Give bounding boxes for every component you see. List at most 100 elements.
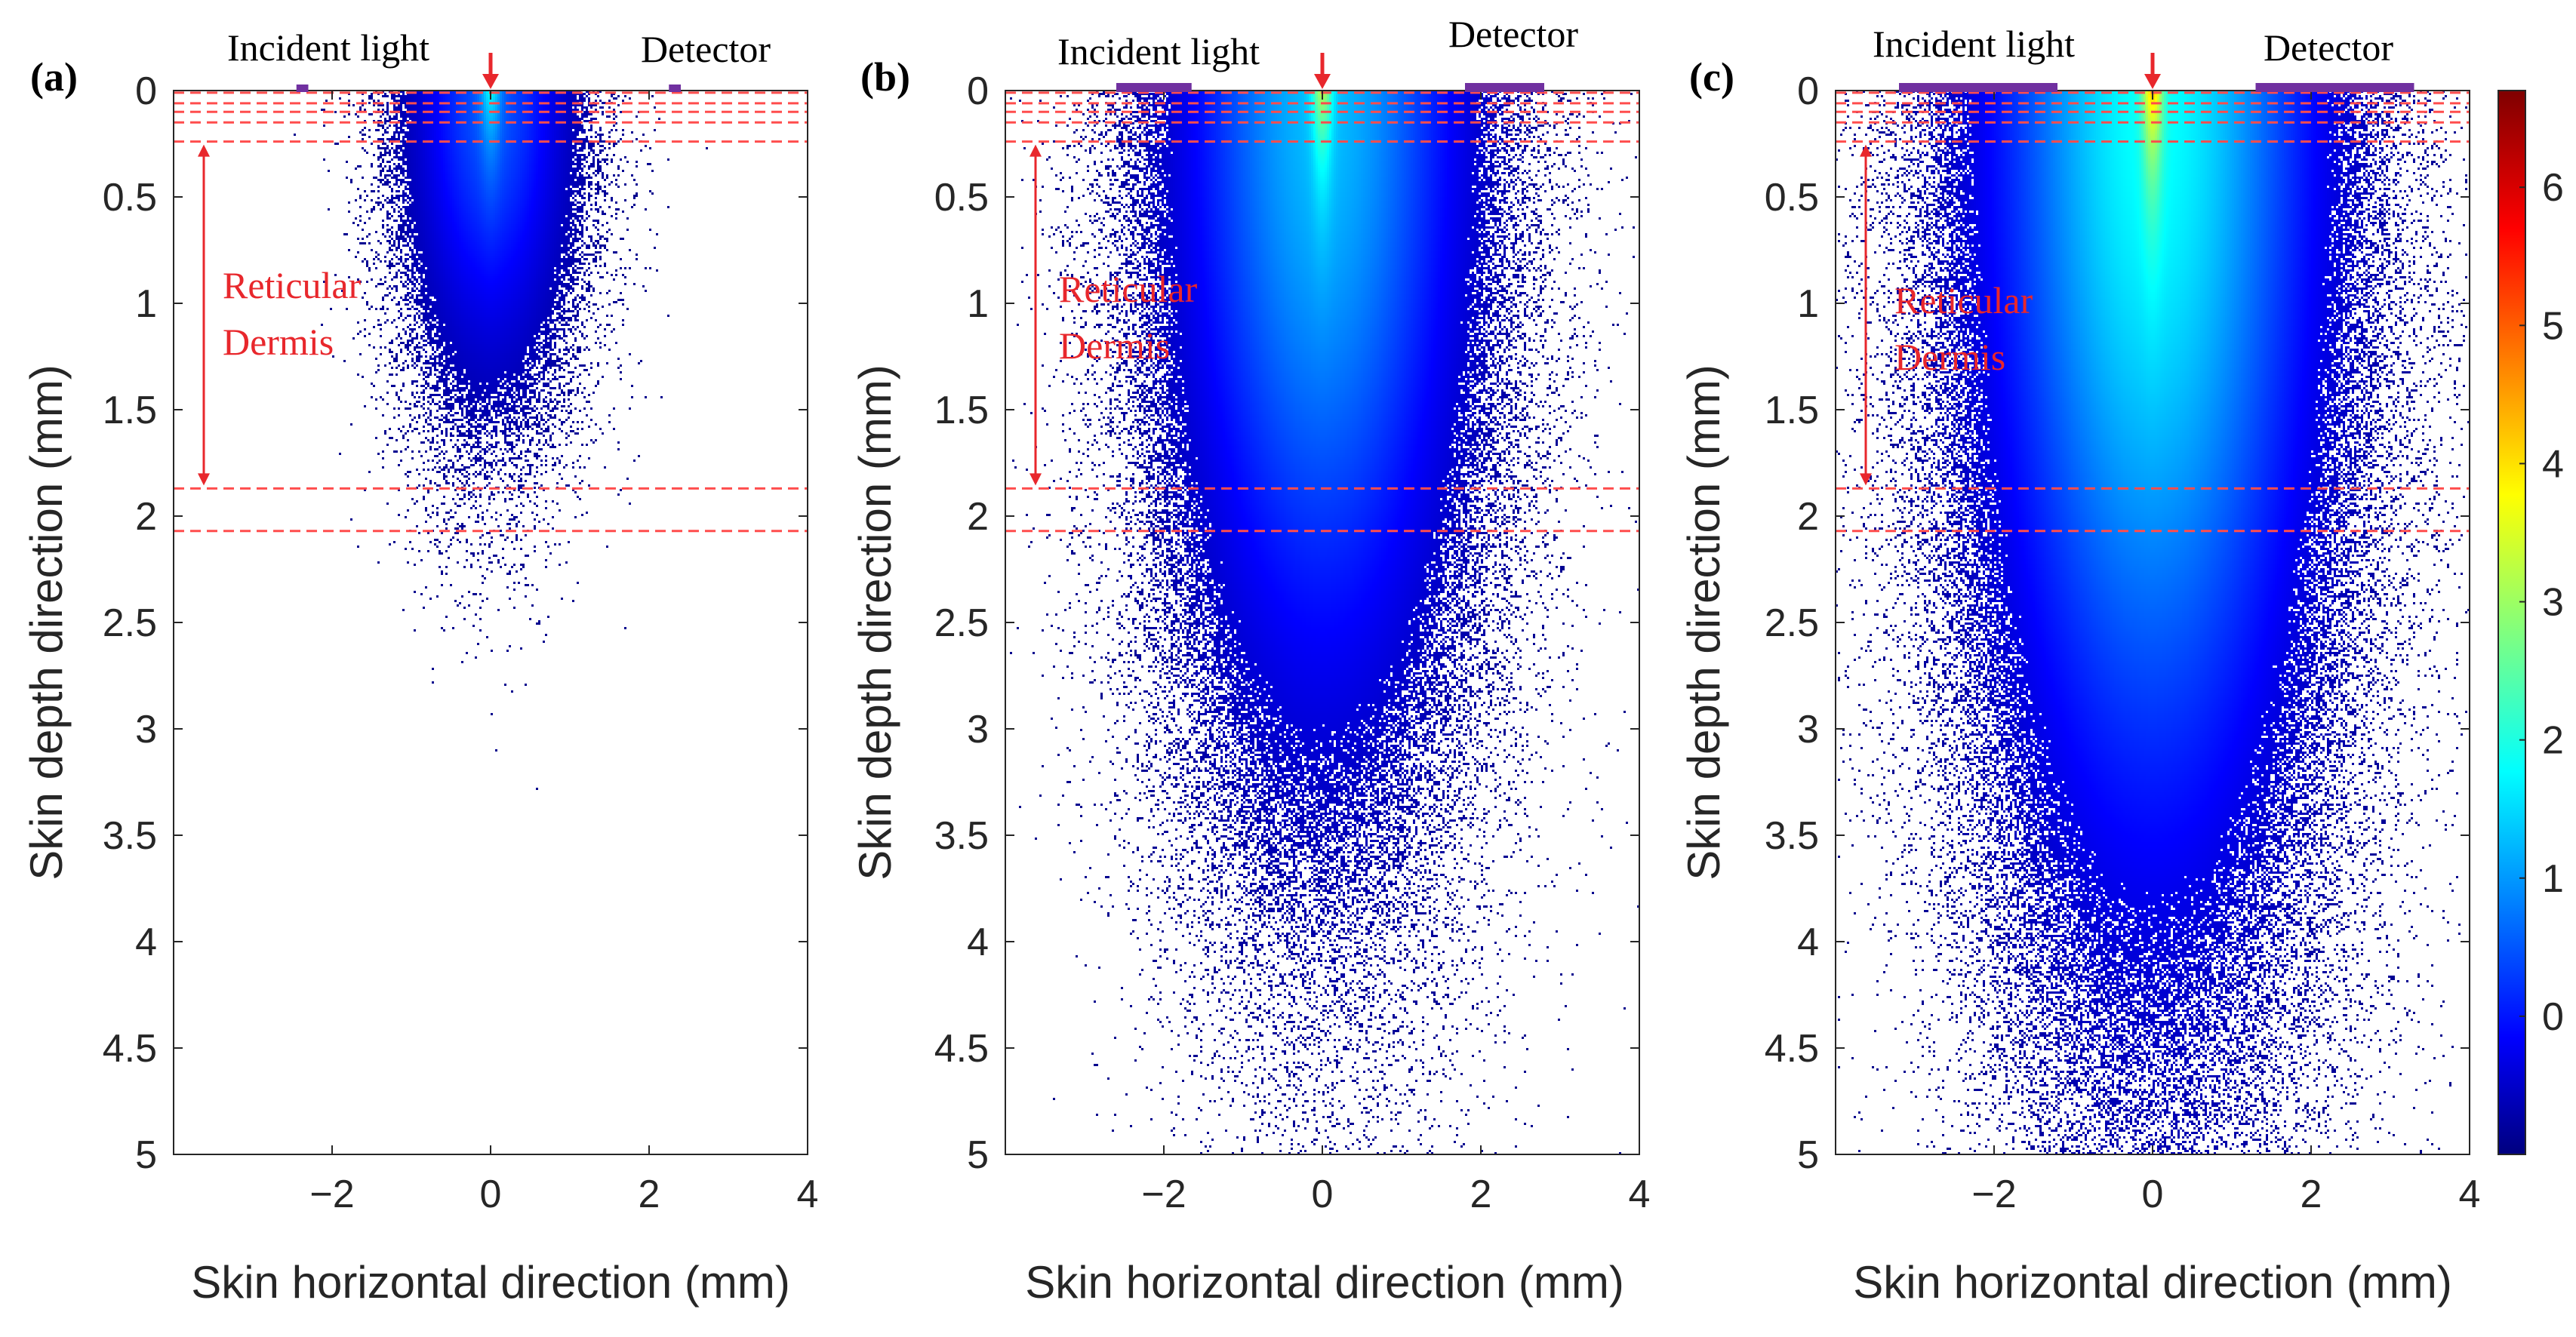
dermis-arrow-head-bottom-c bbox=[1860, 473, 1872, 486]
y-tick-label-b-3: 1.5 bbox=[934, 389, 989, 432]
y-tick-label-a-1: 0.5 bbox=[103, 176, 157, 220]
x-ticks-a: −2 0 2 4 bbox=[309, 91, 818, 1216]
y-tick-label-a-5: 2.5 bbox=[103, 601, 157, 645]
y-tick-label-a-8: 4 bbox=[135, 921, 157, 964]
dermis-arrow-head-bottom-b bbox=[1029, 473, 1042, 486]
y-tick-label-a-2: 1 bbox=[135, 282, 157, 326]
y-tick-label-c-8: 4 bbox=[1797, 921, 1819, 964]
heatmap-image-c bbox=[1836, 91, 2470, 1154]
dermis-arrow-head-top-c bbox=[1860, 144, 1872, 157]
y-tick-label-b-6: 3 bbox=[967, 708, 989, 751]
layer-lines-b bbox=[1005, 91, 1639, 533]
x-tick-label-a-1: 0 bbox=[480, 1173, 502, 1216]
x-ticks-c: −2 0 2 4 bbox=[1971, 91, 2480, 1216]
y-tick-label-c-4: 2 bbox=[1797, 495, 1819, 539]
y-tick-label-c-10: 5 bbox=[1797, 1133, 1819, 1177]
dermis-arrow-a bbox=[198, 144, 210, 486]
y-tick-label-a-9: 4.5 bbox=[103, 1027, 157, 1071]
colorbar-tick-label-1: 1 bbox=[2542, 857, 2564, 901]
y-tick-label-b-5: 2.5 bbox=[934, 601, 989, 645]
colorbar-tick-label-4: 4 bbox=[2542, 442, 2564, 486]
dermis-arrow-head-top-a bbox=[198, 144, 210, 157]
reticular-label-a: Reticular bbox=[223, 264, 362, 306]
x-tick-label-a-0: −2 bbox=[309, 1173, 354, 1216]
y-tick-label-a-6: 3 bbox=[135, 708, 157, 751]
y-ticks-b: 0 0.5 1 1.5 2 2.5 3 3.5 4 4.5 5 bbox=[934, 69, 1639, 1177]
y-tick-label-a-10: 5 bbox=[135, 1133, 157, 1177]
xlabel-b: Skin horizontal direction (mm) bbox=[1025, 1257, 1624, 1308]
panel-label-b: (b) bbox=[860, 54, 910, 100]
dermis-arrow-head-top-b bbox=[1029, 144, 1042, 157]
reticular-label-c: Reticular bbox=[1894, 279, 2033, 321]
y-tick-label-c-1: 0.5 bbox=[1765, 176, 1819, 220]
x-tick-label-b-0: −2 bbox=[1141, 1173, 1186, 1216]
ylabel-c: Skin depth direction (mm) bbox=[1679, 364, 1729, 881]
detector-label-c: Detector bbox=[2264, 26, 2393, 69]
y-tick-label-c-5: 2.5 bbox=[1765, 601, 1819, 645]
source-arrow-head-c bbox=[2144, 74, 2161, 89]
x-tick-label-c-1: 0 bbox=[2142, 1173, 2164, 1216]
xlabel-a: Skin horizontal direction (mm) bbox=[191, 1257, 790, 1308]
incident-light-label-b: Incident light bbox=[1057, 30, 1260, 72]
y-tick-label-c-6: 3 bbox=[1797, 708, 1819, 751]
detector-label-a: Detector bbox=[641, 28, 771, 70]
colorbar: 0 1 2 3 4 5 6 bbox=[2498, 90, 2564, 1155]
layer-lines-a bbox=[174, 91, 808, 533]
x-tick-label-c-3: 4 bbox=[2459, 1173, 2481, 1216]
incident-light-label-c: Incident light bbox=[1873, 23, 2075, 65]
colorbar-gradient bbox=[2498, 91, 2525, 1154]
x-tick-label-a-3: 4 bbox=[797, 1173, 819, 1216]
y-tick-label-c-2: 1 bbox=[1797, 282, 1819, 326]
y-ticks-c: 0 0.5 1 1.5 2 2.5 3 3.5 4 4.5 5 bbox=[1765, 69, 2470, 1177]
ylabel-a: Skin depth direction (mm) bbox=[21, 364, 72, 881]
x-tick-label-b-1: 0 bbox=[1312, 1173, 1334, 1216]
detector-label-b: Detector bbox=[1448, 13, 1578, 55]
detector-bar-a bbox=[669, 85, 681, 92]
y-tick-label-b-2: 1 bbox=[967, 282, 989, 326]
source-arrow-b bbox=[1314, 53, 1331, 89]
source-arrow-c bbox=[2144, 53, 2161, 89]
incident-bar-b bbox=[1116, 83, 1192, 92]
colorbar-tick-label-6: 6 bbox=[2542, 166, 2564, 210]
x-tick-label-c-2: 2 bbox=[2301, 1173, 2322, 1216]
dermis-arrow-b bbox=[1029, 144, 1042, 486]
heatmap-image-a bbox=[174, 91, 808, 1154]
dermis-arrow-head-bottom-a bbox=[198, 473, 210, 486]
y-tick-label-b-0: 0 bbox=[967, 69, 989, 113]
colorbar-frame bbox=[2498, 90, 2526, 1155]
dermis-label-a: Dermis bbox=[223, 321, 334, 363]
xlabel-c: Skin horizontal direction (mm) bbox=[1853, 1257, 2452, 1308]
colorbar-tick-label-0: 0 bbox=[2542, 995, 2564, 1039]
incident-bar-c bbox=[1899, 83, 2057, 92]
y-ticks-a: 0 0.5 1 1.5 2 2.5 3 3.5 4 4.5 5 bbox=[103, 69, 808, 1177]
y-tick-label-c-3: 1.5 bbox=[1765, 389, 1819, 432]
panel-c: 0 0.5 1 1.5 2 2.5 3 3.5 4 4.5 5 −2 0 2 4 (c) Skin dep… bbox=[1679, 23, 2480, 1308]
y-tick-label-c-0: 0 bbox=[1797, 69, 1819, 113]
y-tick-label-c-9: 4.5 bbox=[1765, 1027, 1819, 1071]
panel-label-a: (a) bbox=[30, 54, 78, 100]
y-tick-label-b-1: 0.5 bbox=[934, 176, 989, 220]
reticular-label-b: Reticular bbox=[1059, 268, 1198, 310]
colorbar-tick-label-2: 2 bbox=[2542, 719, 2564, 763]
panel-a: 0 0.5 1 1.5 2 2.5 3 3.5 4 4.5 5 −2 0 2 4 (a) Skin dep… bbox=[21, 26, 818, 1308]
y-tick-label-b-10: 5 bbox=[967, 1133, 989, 1177]
y-tick-label-a-7: 3.5 bbox=[103, 814, 157, 858]
dermis-label-c: Dermis bbox=[1894, 336, 2005, 378]
source-arrow-head-a bbox=[482, 74, 499, 89]
source-arrow-head-b bbox=[1314, 74, 1331, 89]
panel-b: 0 0.5 1 1.5 2 2.5 3 3.5 4 4.5 5 −2 0 2 4 (b) Skin dep… bbox=[850, 13, 1650, 1308]
x-tick-label-c-0: −2 bbox=[1971, 1173, 2016, 1216]
incident-light-label-a: Incident light bbox=[227, 26, 429, 69]
incident-bar-a bbox=[296, 85, 309, 92]
x-tick-label-b-2: 2 bbox=[1470, 1173, 1492, 1216]
heatmap-image-b bbox=[1005, 91, 1639, 1154]
y-tick-label-b-9: 4.5 bbox=[934, 1027, 989, 1071]
y-tick-label-a-0: 0 bbox=[135, 69, 157, 113]
colorbar-ticks: 0 1 2 3 4 5 6 bbox=[2519, 166, 2564, 1039]
colorbar-tick-label-3: 3 bbox=[2542, 581, 2564, 625]
x-ticks-b: −2 0 2 4 bbox=[1141, 91, 1650, 1216]
x-tick-label-a-2: 2 bbox=[639, 1173, 660, 1216]
y-tick-label-b-8: 4 bbox=[967, 921, 989, 964]
y-tick-label-c-7: 3.5 bbox=[1765, 814, 1819, 858]
source-arrow-a bbox=[482, 53, 499, 89]
